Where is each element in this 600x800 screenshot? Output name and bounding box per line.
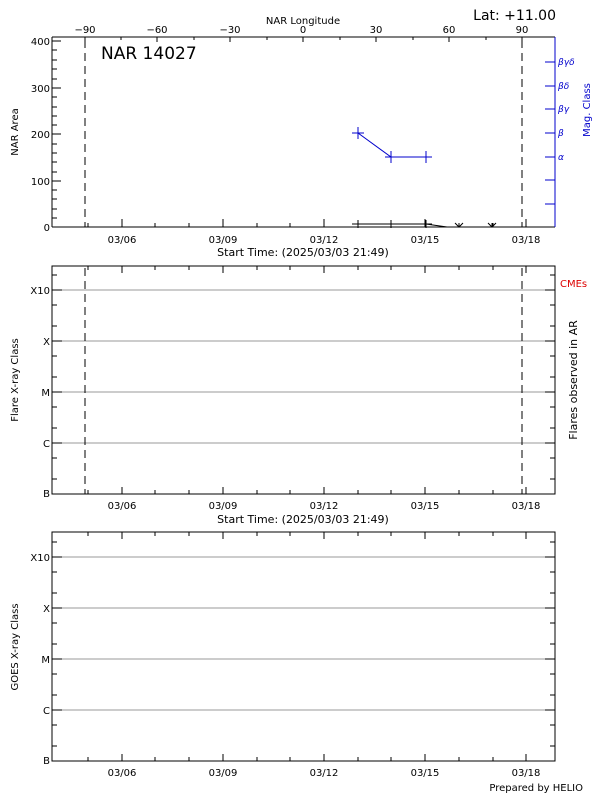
- panel-goes: X10 X M C B GOES X-ray Class 03/06 03/09…: [10, 531, 583, 794]
- svg-text:30: 30: [370, 25, 383, 36]
- goes-class-axis-label: GOES X-ray Class: [10, 603, 21, 690]
- area-series: [352, 220, 497, 228]
- svg-text:X10: X10: [30, 286, 50, 297]
- svg-text:03/18: 03/18: [512, 768, 541, 779]
- prepared-by-label: Prepared by HELIO: [489, 783, 583, 794]
- svg-text:03/06: 03/06: [108, 768, 137, 779]
- svg-text:X: X: [43, 337, 50, 348]
- svg-text:100: 100: [31, 177, 50, 188]
- svg-text:03/18: 03/18: [512, 501, 541, 512]
- y-axis-label: NAR Area: [10, 108, 21, 155]
- svg-text:03/06: 03/06: [108, 235, 137, 246]
- svg-text:300: 300: [31, 84, 50, 95]
- top-tick-labels: −90 −60 −30 0 30 60 90: [74, 25, 528, 36]
- svg-text:03/09: 03/09: [209, 501, 238, 512]
- svg-text:03/09: 03/09: [209, 768, 238, 779]
- mag-class-tick-labels: βγδ βδ βγ β α: [557, 58, 575, 163]
- y-tick-labels: 400 300 200 100 0: [31, 37, 50, 234]
- svg-text:03/15: 03/15: [411, 235, 440, 246]
- goes-class-tick-labels: X10 X M C B: [30, 553, 50, 767]
- panel-flares: X10 X M C B Flare X-ray Class CMEs Flare…: [10, 265, 587, 526]
- svg-text:0: 0: [44, 223, 50, 234]
- lat-label: Lat: +11.00: [473, 8, 556, 24]
- x-tick-labels: 03/06 03/09 03/12 03/15 03/18: [108, 768, 541, 779]
- svg-text:βδ: βδ: [557, 82, 570, 92]
- svg-text:−30: −30: [219, 25, 240, 36]
- flare-class-tick-labels: X10 X M C B: [30, 286, 50, 500]
- svg-text:400: 400: [31, 37, 50, 48]
- svg-text:03/09: 03/09: [209, 235, 238, 246]
- svg-text:03/18: 03/18: [512, 235, 541, 246]
- svg-text:M: M: [41, 388, 50, 399]
- svg-text:X10: X10: [30, 553, 50, 564]
- svg-text:βγδ: βγδ: [557, 58, 575, 68]
- svg-text:B: B: [43, 756, 50, 767]
- x-tick-labels: 03/06 03/09 03/12 03/15 03/18: [108, 501, 541, 512]
- svg-text:90: 90: [516, 25, 529, 36]
- cmes-legend: CMEs: [560, 279, 587, 290]
- svg-text:03/06: 03/06: [108, 501, 137, 512]
- region-title: NAR 14027: [101, 44, 197, 64]
- x-axis-label: Start Time: (2025/03/03 21:49): [217, 513, 389, 526]
- svg-text:C: C: [43, 706, 50, 717]
- x-tick-labels: 03/06 03/09 03/12 03/15 03/18: [108, 235, 541, 246]
- svg-text:X: X: [43, 604, 50, 615]
- svg-text:200: 200: [31, 130, 50, 141]
- panel-nar-area: NAR Longitude Lat: +11.00 −90 −60 −30 0 …: [10, 8, 593, 259]
- svg-text:B: B: [43, 489, 50, 500]
- svg-text:03/12: 03/12: [310, 501, 339, 512]
- svg-text:0: 0: [300, 25, 306, 36]
- flare-class-axis-label: Flare X-ray Class: [10, 338, 21, 422]
- svg-text:03/12: 03/12: [310, 235, 339, 246]
- svg-text:03/15: 03/15: [411, 768, 440, 779]
- svg-text:60: 60: [443, 25, 456, 36]
- svg-text:03/12: 03/12: [310, 768, 339, 779]
- svg-text:−90: −90: [74, 25, 95, 36]
- svg-text:−60: −60: [146, 25, 167, 36]
- mag-class-series: [352, 127, 432, 163]
- svg-text:C: C: [43, 439, 50, 450]
- mag-class-axis-label: Mag. Class: [582, 83, 593, 137]
- svg-text:03/15: 03/15: [411, 501, 440, 512]
- top-axis-label: NAR Longitude: [266, 16, 340, 27]
- svg-text:β: β: [557, 129, 564, 139]
- svg-text:α: α: [558, 153, 564, 163]
- flares-observed-label: Flares observed in AR: [567, 320, 580, 440]
- svg-text:M: M: [41, 655, 50, 666]
- svg-text:βγ: βγ: [557, 105, 570, 115]
- x-axis-label: Start Time: (2025/03/03 21:49): [217, 246, 389, 259]
